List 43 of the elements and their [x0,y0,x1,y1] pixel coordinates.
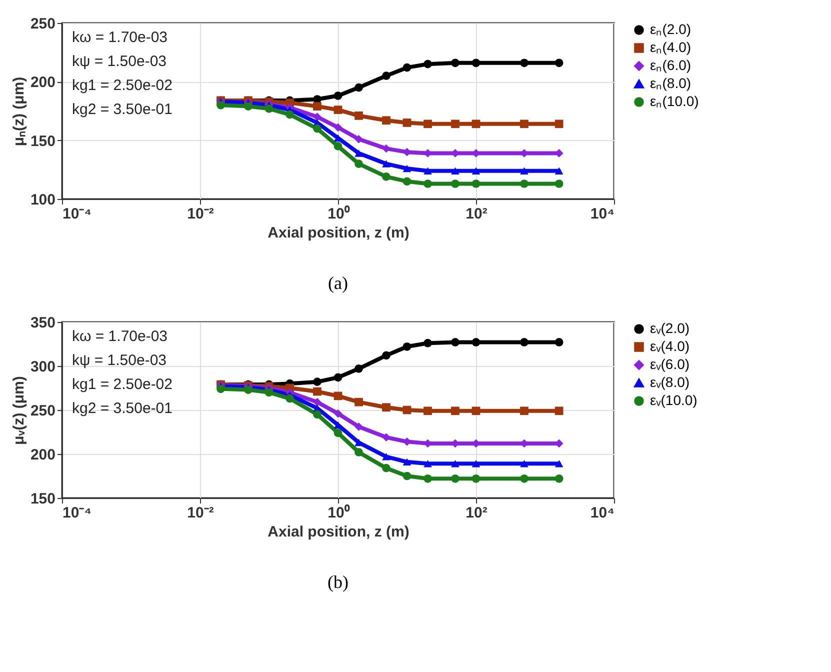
x-tick-label: 10⁴ [590,206,614,222]
legend-label: εₙ(6.0) [650,57,692,73]
x-tick-label: 10⁻⁴ [62,504,92,522]
x-tick-label: 10⁻² [187,504,214,522]
x-tick-label: 10⁰ [328,204,350,222]
y-tick-label: 150 [30,132,56,150]
y-tick-label: 100 [30,192,56,208]
annotation: kg1 = 2.50e-02 [72,376,172,393]
text: (b) [328,572,348,592]
legend-label: εₙ(8.0) [650,75,692,91]
legend-label: εᵥ(10.0) [650,392,698,408]
legend-label: εₙ(2.0) [650,21,692,37]
y-tick-label: 350 [30,314,56,332]
legend-label: εₙ(10.0) [650,93,699,109]
y-axis-title: μᵥ(z) (μm) [10,376,28,445]
y-tick-label: 150 [30,490,56,508]
annotation: kg2 = 3.50e-01 [72,101,172,118]
annotation: kg2 = 3.50e-01 [72,400,172,417]
x-tick-label: 10⁻⁴ [62,206,92,222]
y-tick-label: 250 [30,402,56,420]
legend-label: εᵥ(4.0) [650,338,690,354]
legend-label: εᵥ(2.0) [650,320,690,336]
y-axis-title: μₙ(z) (μm) [10,76,28,146]
x-axis-title: Axial position, z (m) [268,224,410,242]
legend-label: εᵥ(6.0) [650,356,690,372]
y-tick-label: 300 [30,358,56,376]
x-tick-label: 10² [466,504,488,522]
x-axis-title: Axial position, z (m) [268,524,410,540]
x-tick-label: 10⁴ [590,504,614,522]
x-tick-label: 10⁰ [328,504,350,522]
legend-label: εₙ(4.0) [650,39,692,55]
annotation: kψ = 1.50e-03 [72,53,167,70]
annotation: kψ = 1.50e-03 [72,352,167,369]
x-tick-label: 10⁻² [187,206,214,222]
legend-label: εᵥ(8.0) [650,374,690,390]
text: (a) [328,273,348,293]
y-tick-label: 200 [30,74,56,92]
y-tick-label: 250 [30,16,56,32]
annotation: kω = 1.70e-03 [72,29,168,46]
annotation: kω = 1.70e-03 [72,328,168,345]
annotation: kg1 = 2.50e-02 [72,77,172,94]
x-tick-label: 10² [466,206,488,222]
y-tick-label: 200 [30,446,56,464]
